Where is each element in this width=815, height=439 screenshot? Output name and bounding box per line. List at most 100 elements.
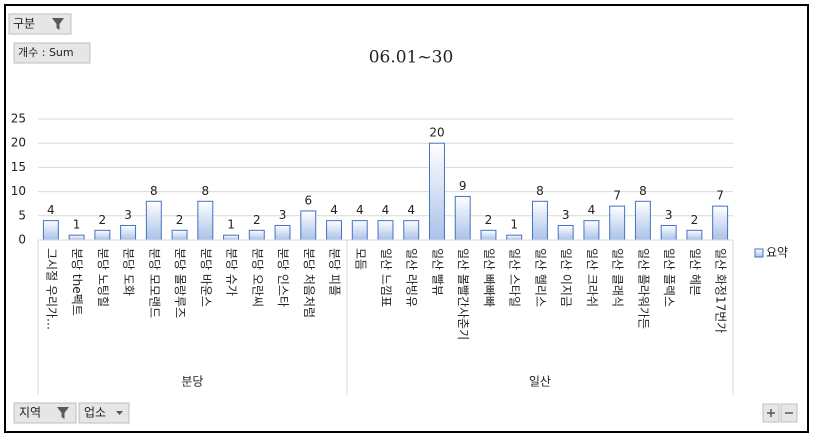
x-tick-label: 분당 모모랜드 (147, 248, 161, 318)
x-tick-label: 일산 스타일 (508, 248, 522, 307)
bar (223, 234, 240, 241)
x-tick-label: 일산 헬리스 (533, 248, 547, 307)
x-tick-label: 일산 플렉스 (662, 248, 676, 307)
x-tick-label: 일산 클래식 (611, 248, 625, 307)
x-tick-label: 일산 헤븐 (688, 248, 702, 296)
data-label: 3 (124, 208, 132, 222)
x-tick-label: 분당 몰랑루즈 (173, 248, 187, 318)
bar (429, 142, 445, 241)
bar (248, 229, 265, 241)
legend-label: 요약 (766, 245, 788, 260)
x-tick-label: 분당 바운스 (199, 248, 213, 307)
bar (557, 224, 574, 241)
y-tick-label: 5 (18, 208, 26, 222)
y-tick-label: 10 (11, 184, 26, 198)
x-tick-label: 일산 플라워가든 (636, 248, 650, 329)
x-tick-label: 일산 크라쉬 (585, 248, 599, 307)
data-label: 2 (485, 213, 493, 227)
data-label: 2 (253, 213, 261, 227)
data-label: 1 (73, 218, 81, 232)
x-tick-label: 분당 슈가 (225, 248, 239, 296)
x-tick-label: 모듬 (353, 248, 367, 270)
y-tick-label: 15 (11, 160, 26, 174)
bar (583, 220, 600, 241)
data-label: 3 (279, 208, 287, 222)
data-label: 2 (99, 213, 107, 227)
x-tick-label: 일산 느낌표 (379, 248, 393, 307)
x-tick-label: 일산 볼빨간사춘기 (456, 248, 470, 340)
filter-field-label[interactable]: 구분 (13, 17, 35, 31)
x-tick-label: 분당 노팅힐 (96, 248, 110, 307)
x-tick-label: 분당 도화 (122, 248, 136, 296)
data-label: 8 (201, 184, 209, 198)
y-tick-label: 0 (18, 233, 26, 247)
data-label: 8 (536, 184, 544, 198)
data-label: 1 (227, 218, 235, 232)
axis-field-label[interactable]: 지역 (19, 406, 41, 420)
x-tick-label: 일산 빠빠빠 (482, 248, 496, 307)
bar (531, 200, 548, 241)
axis-field-label[interactable]: 업소 (84, 406, 106, 420)
bar (351, 220, 368, 241)
bar (274, 224, 291, 241)
data-label: 4 (382, 203, 390, 217)
bar (68, 234, 85, 241)
value-field-button[interactable]: 개수 : Sum (13, 42, 91, 64)
bar (660, 224, 677, 241)
data-label: 4 (356, 203, 364, 217)
x-tick-label: 그시절 우리가… (44, 248, 58, 330)
bar (609, 205, 626, 241)
x-tick-label: 일산 빨뷰 (430, 248, 444, 296)
data-label: 4 (330, 203, 338, 217)
expand-button[interactable] (762, 403, 780, 423)
data-label: 7 (716, 189, 724, 203)
collapse-button[interactable] (780, 403, 798, 423)
chart-frame (4, 4, 809, 433)
group-label: 분당 (181, 375, 203, 389)
bar (42, 220, 59, 241)
x-tick-label: 분당 처음처럼 (302, 248, 316, 318)
x-tick-label: 분당 the펙트 (70, 248, 84, 316)
y-tick-label: 25 (11, 112, 26, 126)
legend-swatch (754, 248, 764, 258)
bar (712, 205, 729, 241)
data-label: 9 (459, 179, 467, 193)
bar (377, 220, 394, 241)
bar (686, 229, 703, 241)
bar (454, 195, 471, 241)
x-tick-label: 일산 이지금 (559, 248, 573, 307)
axis-field-button[interactable]: 지역 (13, 402, 77, 424)
bar (506, 234, 523, 241)
bar (300, 210, 317, 241)
x-tick-label: 일산 화정17번가 (714, 248, 728, 333)
bar (145, 200, 162, 241)
data-label: 8 (639, 184, 647, 198)
bar (634, 200, 651, 241)
bar (326, 220, 342, 241)
data-label: 4 (407, 203, 415, 217)
data-label: 6 (304, 193, 312, 207)
axis-field-button[interactable]: 업소 (78, 402, 130, 424)
data-label: 2 (176, 213, 184, 227)
filter-button[interactable]: 구분 (8, 13, 72, 35)
data-label: 20 (429, 126, 444, 140)
chart-title: 06.01~30 (369, 48, 454, 68)
data-label: 3 (665, 208, 673, 222)
bar (480, 229, 497, 241)
data-label: 4 (47, 203, 55, 217)
x-tick-label: 분당 인스타 (276, 248, 290, 307)
y-tick-label: 20 (11, 136, 26, 150)
data-label: 3 (562, 208, 570, 222)
bar (94, 229, 111, 241)
bar (120, 224, 137, 241)
x-tick-label: 일산 라빙유 (405, 248, 419, 307)
x-tick-label: 분당 오란씨 (250, 248, 264, 307)
data-label: 8 (150, 184, 158, 198)
bar (403, 220, 420, 241)
data-label: 4 (588, 203, 596, 217)
value-field-label[interactable]: 개수 : Sum (18, 46, 74, 59)
data-label: 7 (613, 189, 621, 203)
bar (197, 200, 214, 241)
